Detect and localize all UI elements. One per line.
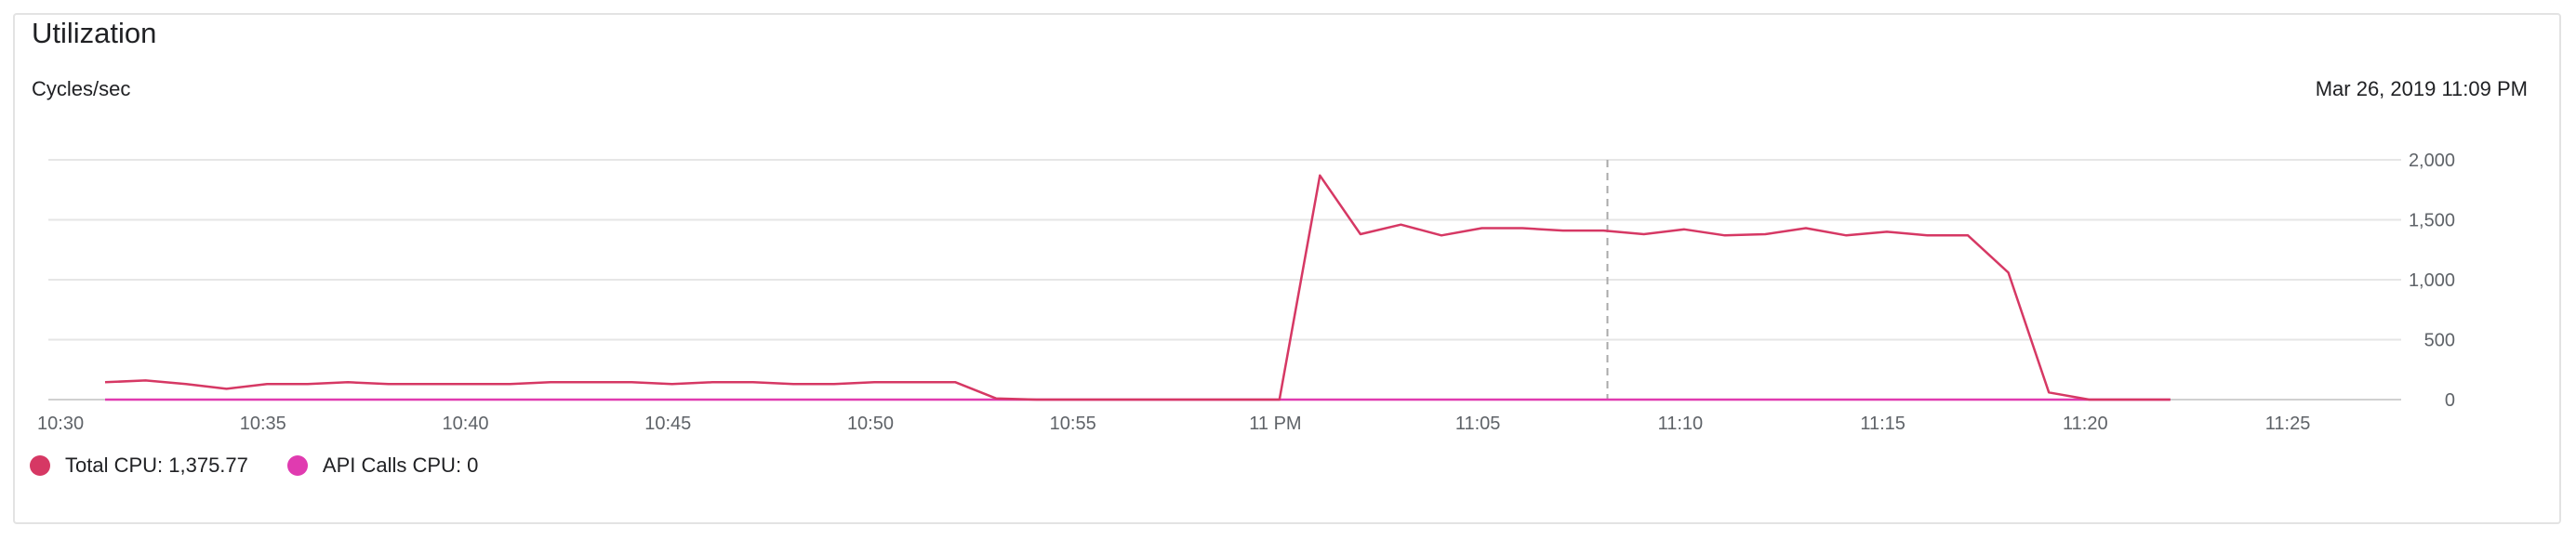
y-tick-label: 1,000 bbox=[2409, 270, 2455, 291]
x-tick-label: 10:55 bbox=[1050, 414, 1096, 434]
x-tick-label: 10:45 bbox=[644, 414, 691, 434]
utilization-card bbox=[13, 13, 2561, 524]
x-tick-label: 11:10 bbox=[1658, 414, 1704, 434]
legend-item-api-calls-cpu[interactable]: API Calls CPU: 0 bbox=[286, 454, 479, 478]
y-tick-label: 1,500 bbox=[2409, 211, 2455, 231]
hover-timestamp: Mar 26, 2019 11:09 PM bbox=[2315, 77, 2528, 100]
x-tick-label: 11:20 bbox=[2063, 414, 2108, 434]
legend-label-api-calls-cpu: API Calls CPU: 0 bbox=[322, 454, 479, 477]
x-tick-label: 10:30 bbox=[37, 414, 84, 434]
y-axis-unit-label: Cycles/sec bbox=[32, 77, 131, 100]
legend-label-total-cpu: Total CPU: 1,375.77 bbox=[65, 454, 248, 477]
series-line-total-cpu bbox=[104, 174, 2171, 401]
legend-item-total-cpu[interactable]: Total CPU: 1,375.77 bbox=[30, 454, 248, 478]
x-tick-label: 11:25 bbox=[2265, 414, 2311, 434]
y-tick-label: 500 bbox=[2424, 331, 2455, 351]
utilization-line-chart[interactable]: 0 500 1,000 1,500 2,000 10:30 10:35 10:40 10:45 1… bbox=[0, 0, 2576, 437]
chart-title: Utilization bbox=[32, 17, 157, 49]
y-tick-label: 2,000 bbox=[2409, 151, 2455, 171]
x-tick-label: 11:15 bbox=[1860, 414, 1905, 434]
y-tick-label: 0 bbox=[2445, 390, 2455, 411]
api-calls-cpu-swatch-icon bbox=[286, 455, 308, 476]
chart-legend: Total CPU: 1,375.77 API Calls CPU: 0 bbox=[30, 454, 478, 478]
total-cpu-swatch-icon bbox=[30, 455, 50, 476]
x-tick-label: 11 PM bbox=[1249, 414, 1301, 434]
x-tick-label: 11:05 bbox=[1455, 414, 1501, 434]
x-tick-label: 10:35 bbox=[240, 414, 286, 434]
x-tick-label: 10:50 bbox=[847, 414, 894, 434]
x-tick-label: 10:40 bbox=[442, 414, 488, 434]
